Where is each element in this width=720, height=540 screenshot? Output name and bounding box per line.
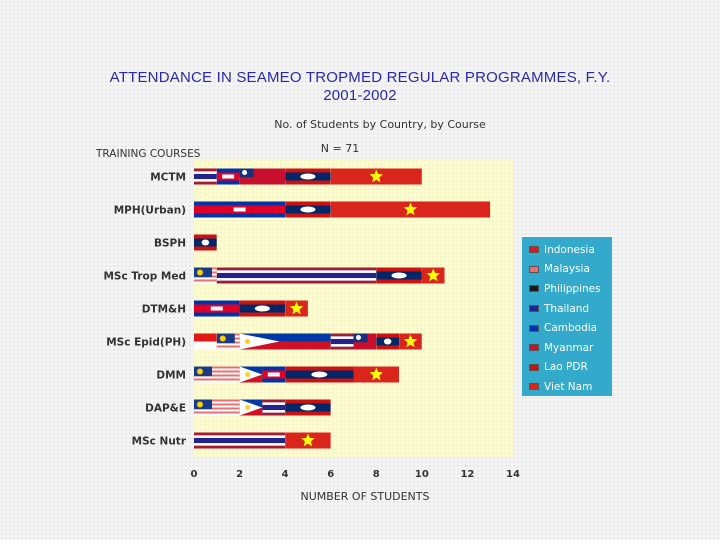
bar-segment-malaysia <box>194 399 240 416</box>
legend-item: Philippines <box>529 279 612 299</box>
legend-label: Malaysia <box>544 263 590 276</box>
bar-segment-cambodia <box>194 201 286 218</box>
sample-size-note: N = 71 <box>320 142 360 155</box>
bar-segment-philippines <box>239 366 263 383</box>
bar-segment-cambodia <box>262 366 286 383</box>
legend-label: Indonesia <box>544 243 595 256</box>
bar-segment-lao-pdr <box>285 399 331 416</box>
category-label: MSc Epid(PH) <box>106 337 186 349</box>
legend: Indonesia Malaysia Philippines Thailand Camb… <box>522 237 612 396</box>
x-tick-label: 10 <box>415 469 429 480</box>
bar-segment-cambodia <box>216 168 240 185</box>
bar-segment-viet-nam <box>330 201 491 218</box>
bar-segment-lao-pdr <box>194 234 217 251</box>
legend-item: Thailand <box>529 299 612 319</box>
bars-group <box>194 168 491 449</box>
legend-items: Indonesia Malaysia Philippines Thailand Camb… <box>529 240 612 397</box>
legend-swatch <box>529 246 539 254</box>
category-label: MPH(Urban) <box>114 205 186 217</box>
bar-segment-lao-pdr <box>376 333 400 350</box>
bar-segment-lao-pdr <box>376 267 422 284</box>
category-label: DAP&E <box>145 403 186 415</box>
bar-segment-viet-nam <box>285 432 331 449</box>
bar-segment-thailand <box>194 168 217 185</box>
legend-swatch <box>529 285 539 293</box>
legend-label: Myanmar <box>544 341 594 354</box>
legend-swatch <box>529 305 539 313</box>
legend-swatch <box>529 324 539 332</box>
bar-segment-lao-pdr <box>285 366 354 383</box>
category-labels: MCTM MPH(Urban) BSPH MSc Trop Med DTM&H MSc E… <box>103 172 186 448</box>
bar-segment-lao-pdr <box>285 168 331 185</box>
bar-segment-viet-nam <box>399 333 422 350</box>
bar-segment-malaysia <box>216 333 240 350</box>
legend-label: Philippines <box>544 282 601 295</box>
x-tick-label: 8 <box>373 469 380 480</box>
legend-swatch <box>529 265 539 273</box>
category-label: MSc Nutr <box>132 436 187 448</box>
legend-item: Lao PDR <box>529 358 612 378</box>
bar-segment-viet-nam <box>421 267 445 284</box>
legend-swatch <box>529 383 539 391</box>
chart-subtitle: No. of Students by Country, by Course <box>274 118 486 131</box>
x-tick-labels: 0 2 4 6 8 10 12 14 <box>191 469 520 480</box>
bar-segment-lao-pdr <box>239 300 286 317</box>
x-tick-label: 0 <box>191 469 198 480</box>
x-axis-title: NUMBER OF STUDENTS <box>300 490 430 503</box>
bar-segment-myanmar <box>239 168 286 185</box>
category-label: MSc Trop Med <box>103 271 186 283</box>
bar-segment-malaysia <box>194 366 240 383</box>
x-tick-label: 6 <box>327 469 334 480</box>
x-tick-label: 4 <box>282 469 289 480</box>
category-label: BSPH <box>154 238 186 250</box>
chart-title: ATTENDANCE IN SEAMEO TROPMED REGULAR PRO… <box>109 69 611 104</box>
legend-label: Lao PDR <box>544 361 588 374</box>
y-axis-title: TRAINING COURSES <box>96 148 201 160</box>
legend-item: Viet Nam <box>529 377 612 397</box>
legend-item: Myanmar <box>529 338 612 358</box>
legend-item: Indonesia <box>529 240 612 260</box>
bar-segment-viet-nam <box>330 168 422 185</box>
bar-segment-malaysia <box>194 267 217 284</box>
legend-label: Thailand <box>544 302 590 315</box>
legend-swatch <box>529 344 539 352</box>
bar-segment-thailand <box>262 399 286 416</box>
legend-label: Cambodia <box>544 322 598 335</box>
category-label: DTM&H <box>142 304 186 316</box>
bar-segment-viet-nam <box>285 300 308 317</box>
bar-segment-indonesia <box>194 333 217 350</box>
x-tick-label: 12 <box>460 469 474 480</box>
bar-segment-cambodia <box>194 300 240 317</box>
bar-segment-philippines <box>239 399 263 416</box>
bar-segment-myanmar <box>353 333 377 350</box>
x-tick-label: 2 <box>236 469 243 480</box>
bar-segment-thailand <box>216 267 377 284</box>
legend-item: Malaysia <box>529 260 612 280</box>
bar-segment-lao-pdr <box>285 201 331 218</box>
bar-segment-viet-nam <box>353 366 400 383</box>
category-label: DMM <box>156 370 186 382</box>
legend-swatch <box>529 363 539 371</box>
category-label: MCTM <box>150 172 186 184</box>
bar-segment-thailand <box>330 333 354 350</box>
legend-label: Viet Nam <box>544 380 593 393</box>
bar-segment-thailand <box>194 432 286 449</box>
legend-item: Cambodia <box>529 318 612 338</box>
bar-segment-philippines <box>239 333 331 350</box>
x-tick-label: 14 <box>506 469 520 480</box>
